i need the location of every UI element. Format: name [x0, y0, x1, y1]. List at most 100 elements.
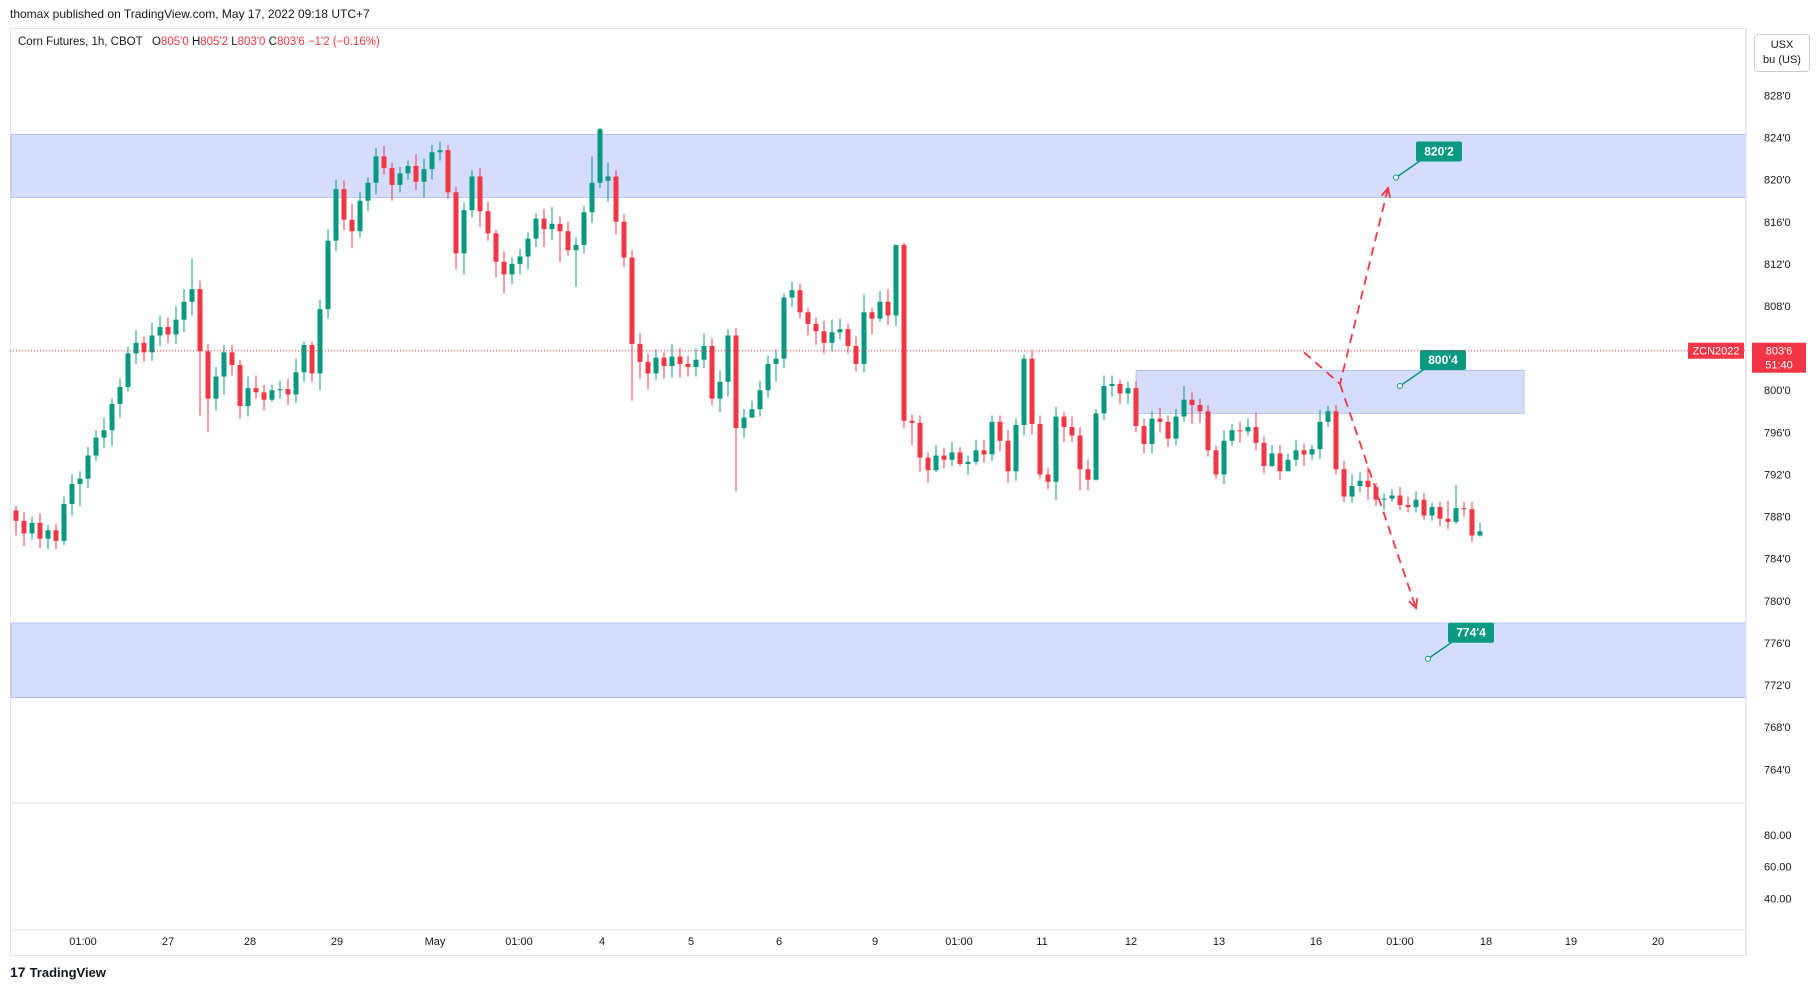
candle [781, 293, 787, 369]
candle [1477, 522, 1483, 537]
candle-body [1469, 509, 1475, 536]
candle [53, 523, 59, 550]
candle-body [1349, 486, 1355, 497]
price-tick: 780'0 [1764, 596, 1791, 608]
candle-body [1373, 487, 1379, 500]
candle [549, 207, 555, 240]
candle-body [1125, 388, 1131, 394]
candle [309, 341, 315, 382]
candle-body [621, 221, 627, 258]
candle-body [989, 421, 995, 455]
symbol-legend[interactable]: Corn Futures, 1h, CBOT O805'0 H805'2 L80… [18, 36, 380, 48]
candle [933, 444, 939, 473]
candle-body [333, 189, 339, 241]
time-tick: 11 [1036, 936, 1047, 948]
tradingview-logo[interactable]: 17 TradingView [10, 964, 106, 980]
candle-body [805, 312, 811, 324]
candle [1181, 386, 1187, 422]
candle-body [1413, 499, 1419, 508]
time-tick: 01:00 [1386, 936, 1414, 948]
candle-body [157, 327, 163, 336]
candle-body [789, 290, 795, 298]
axes-layer: 832'0828'0824'0820'0816'0812'0808'0804'0… [10, 28, 1806, 956]
candle [533, 213, 539, 248]
price-tick: 816'0 [1764, 217, 1791, 229]
label-leader [1427, 640, 1455, 660]
candle-body [725, 335, 731, 382]
label-anchor [1393, 174, 1399, 181]
candle-body [1397, 495, 1403, 506]
candle-body [893, 244, 899, 316]
candle [1253, 412, 1259, 451]
candle-body [861, 312, 867, 364]
candle-body [125, 353, 131, 388]
candle-body [1453, 508, 1459, 522]
candle-body [933, 455, 939, 471]
candle-body [1285, 459, 1291, 472]
candle [141, 336, 147, 362]
legend-c-label: C [268, 36, 277, 48]
candle [725, 329, 731, 397]
candle-body [853, 346, 859, 364]
candle [85, 447, 91, 489]
candle [957, 447, 963, 467]
price-tick: 812'0 [1764, 259, 1791, 271]
candle-body [885, 301, 891, 316]
candle [1413, 491, 1419, 513]
candle [1405, 496, 1411, 513]
candle [157, 315, 163, 347]
candle [69, 474, 75, 516]
candle-body [1021, 358, 1027, 425]
candle-body [101, 430, 107, 438]
candle-body [981, 450, 987, 455]
indicator-tick: 80.00 [1764, 830, 1792, 842]
candle-body [813, 323, 819, 332]
candle-body [253, 388, 259, 393]
candle-body [1365, 480, 1371, 488]
candle-body [13, 510, 19, 521]
zone-0 [10, 134, 1747, 198]
candle-body [1421, 499, 1427, 516]
candle [565, 221, 571, 256]
label-leader [1395, 158, 1423, 179]
time-tick: 16 [1310, 936, 1322, 948]
candle-body [277, 389, 283, 391]
tradingview-logo-icon: 17 [10, 964, 26, 980]
published-line: thomax published on TradingView.com, May… [10, 7, 370, 21]
candle [1077, 427, 1083, 491]
candle [797, 283, 803, 319]
candle-body [229, 352, 235, 365]
candle [997, 415, 1003, 452]
time-tick: May [425, 936, 446, 948]
candle [1309, 444, 1315, 460]
candle [469, 170, 475, 218]
candle [965, 455, 971, 475]
candle-body [1189, 399, 1195, 405]
candle [821, 320, 827, 354]
currency-unit-button[interactable]: USX bu (US) [1754, 34, 1810, 72]
candle-body [141, 342, 147, 353]
candle [1109, 375, 1115, 397]
candle-body [149, 335, 155, 353]
candle-body [325, 240, 331, 310]
candle-body [85, 455, 91, 479]
candle [325, 229, 331, 319]
candle [189, 258, 195, 316]
candle [501, 251, 507, 294]
candle-body [709, 346, 715, 399]
candle [1437, 501, 1443, 527]
candle-body [1429, 507, 1435, 516]
candle-body [165, 327, 171, 335]
legend-open: 805'0 [160, 36, 189, 48]
candle-body [1325, 411, 1331, 422]
candle-body [733, 335, 739, 429]
candle [853, 336, 859, 372]
price-tick: 784'0 [1764, 554, 1791, 566]
candle [677, 348, 683, 378]
candle [733, 328, 739, 492]
candle [573, 237, 579, 288]
price-tick: 788'0 [1764, 512, 1791, 524]
legend-o-label: O [152, 36, 161, 48]
time-tick: 01:00 [69, 936, 97, 948]
